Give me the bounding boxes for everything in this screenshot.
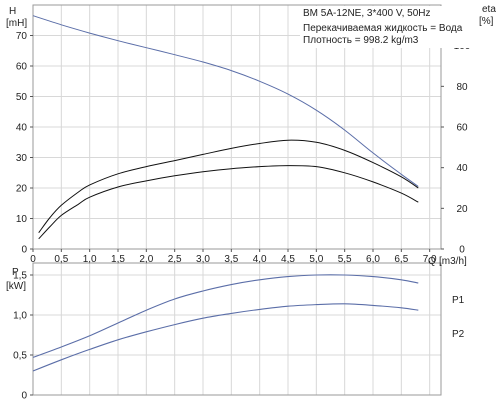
x-tick-label: 6,5 bbox=[394, 254, 408, 265]
head-axis-unit: [mH] bbox=[6, 18, 27, 29]
x-tick-label: 2,0 bbox=[139, 254, 153, 265]
x-tick-label: 5,5 bbox=[338, 254, 352, 265]
power-axes: 0 0,5 1,0 1,5 bbox=[13, 271, 33, 400]
power-y-tick-label: 0,5 bbox=[13, 351, 27, 362]
x-tick-label: 4,5 bbox=[281, 254, 295, 265]
head-y-tick-label: 50 bbox=[16, 92, 28, 103]
legend-p2: P2 bbox=[452, 329, 465, 340]
power-plot-frame bbox=[32, 262, 442, 396]
eta-y-tick-label: 0 bbox=[459, 245, 465, 256]
eta-y-tick-label: 40 bbox=[456, 163, 468, 174]
head-y-tick-label: 60 bbox=[16, 62, 28, 73]
efficiency-curve-upper bbox=[38, 139, 419, 234]
x-tick-label: 3,5 bbox=[224, 254, 238, 265]
x-tick-label: 1,0 bbox=[83, 254, 97, 265]
x-tick-label: 2,5 bbox=[168, 254, 182, 265]
power-axis-unit: [kW] bbox=[6, 281, 26, 292]
x-tick-label: 3,0 bbox=[196, 254, 210, 265]
flow-axis-label: Q bbox=[428, 256, 436, 267]
x-tick-label: 4,0 bbox=[253, 254, 267, 265]
power-curve-p1 bbox=[32, 274, 419, 358]
x-tick-label: 5,0 bbox=[309, 254, 323, 265]
head-y-tick-label: 20 bbox=[16, 184, 28, 195]
head-y-tick-label: 70 bbox=[16, 31, 28, 42]
power-y-tick-label: 0 bbox=[21, 391, 27, 400]
x-tick-label: 6,0 bbox=[366, 254, 380, 265]
power-y-tick-label: 1,0 bbox=[13, 311, 27, 322]
power-axis-label: P bbox=[12, 267, 19, 278]
power-grid bbox=[33, 263, 441, 395]
x-tick-label: 1,5 bbox=[111, 254, 125, 265]
chart-title: BM 5A-12NE, 3*400 V, 50Hz bbox=[303, 8, 430, 19]
power-y-tick-label: 1,5 bbox=[13, 271, 27, 282]
head-axis-label: H bbox=[9, 6, 16, 17]
x-tick-label: 0,5 bbox=[54, 254, 68, 265]
head-y-tick-label: 30 bbox=[16, 153, 28, 164]
flow-axis-unit: [m3/h] bbox=[439, 256, 467, 267]
power-curve-p2 bbox=[32, 303, 419, 372]
head-series bbox=[32, 15, 419, 240]
eta-axis-label: eta bbox=[482, 4, 496, 15]
info-density: Плотность = 998.2 kg/m3 bbox=[303, 35, 419, 46]
eta-y-tick-label: 80 bbox=[456, 82, 468, 93]
x-tick-label: 0 bbox=[30, 254, 36, 265]
head-curve bbox=[32, 15, 419, 187]
head-y-tick-label: 40 bbox=[16, 123, 28, 134]
efficiency-curve-lower bbox=[38, 165, 419, 240]
info-box: BM 5A-12NE, 3*400 V, 50Hz Перекачиваемая… bbox=[300, 6, 470, 48]
legend-p1: P1 bbox=[452, 295, 465, 306]
power-series bbox=[32, 274, 419, 372]
eta-y-tick-label: 60 bbox=[456, 123, 468, 134]
x-tick-label: 7,0 bbox=[423, 254, 437, 265]
info-liquid: Перекачиваемая жидкость = Вода bbox=[303, 23, 463, 34]
eta-y-tick-label: 20 bbox=[456, 204, 468, 215]
head-y-tick-label: 10 bbox=[16, 214, 28, 225]
info-box-background bbox=[300, 6, 470, 48]
head-y-tick-label: 0 bbox=[21, 245, 27, 256]
eta-axis-unit: [%] bbox=[479, 16, 494, 27]
